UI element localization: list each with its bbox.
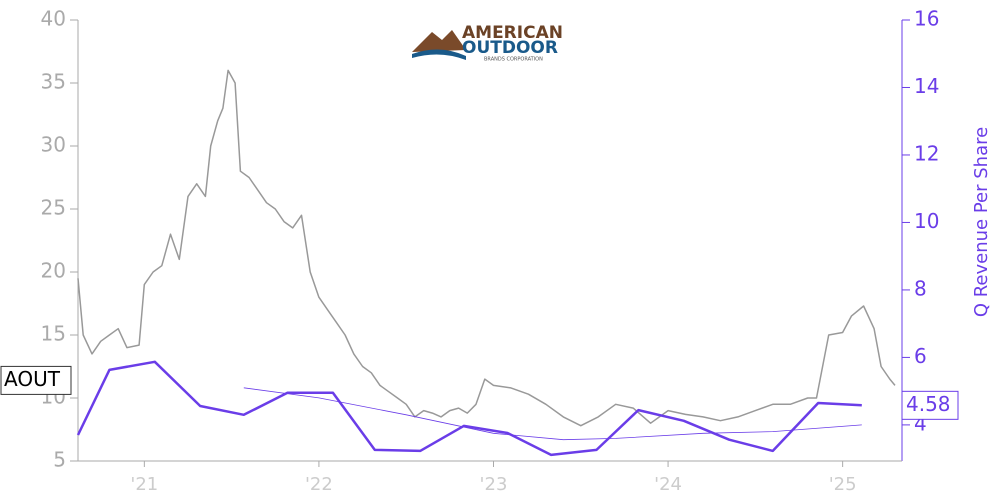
y2-tick-label: 6: [914, 344, 927, 368]
y-tick-label: 35: [41, 70, 66, 94]
logo-text: BRANDS CORPORATION: [484, 57, 543, 63]
x-tick-label: '22: [305, 474, 333, 495]
ticker-label-box: [0, 365, 72, 395]
series-line: [243, 387, 862, 441]
y-tick-label: 15: [41, 322, 66, 346]
series-value-label: 4.58: [906, 392, 951, 416]
logo-mountain: [412, 30, 466, 52]
y-tick-label: 40: [41, 7, 66, 31]
y2-tick-label: 12: [914, 141, 939, 165]
ticker-label: AOUT: [4, 367, 61, 391]
logo-text: OUTDOOR: [462, 38, 558, 58]
logo: AMERICAN OUTDOOR BRANDS CORPORATION: [412, 23, 563, 63]
series-line: [77, 69, 896, 427]
y-tick-label: 30: [41, 133, 66, 157]
x-tick-label: '25: [829, 474, 857, 495]
y-tick-label: 25: [41, 196, 66, 220]
logo-wave: [412, 49, 466, 60]
logo-text: AMERICAN: [462, 23, 563, 43]
y2-tick-label: 10: [914, 209, 939, 233]
value-label-box: [901, 390, 959, 420]
x-tick-label: '24: [654, 474, 682, 495]
y-tick-label: 20: [41, 259, 66, 283]
y2-tick-label: 16: [914, 7, 939, 31]
series-line: [76, 360, 862, 457]
y-tick-label: 5: [53, 448, 66, 472]
y2-tick-label: 14: [914, 74, 939, 98]
y2-tick-label: 8: [914, 276, 927, 300]
x-tick-label: '21: [130, 474, 158, 495]
x-tick-label: '23: [480, 474, 508, 495]
y2-axis-label: Q Revenue Per Share: [971, 127, 992, 317]
